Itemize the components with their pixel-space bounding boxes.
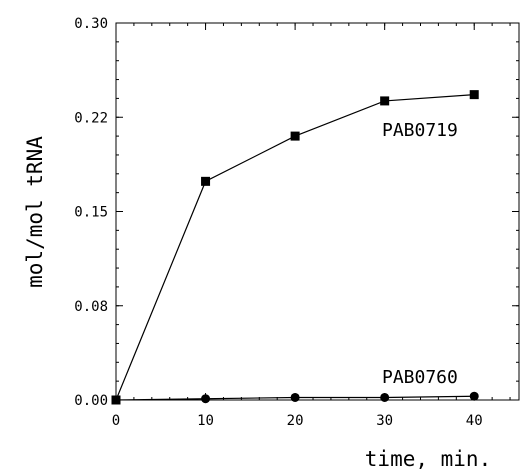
- x-tick-label: 10: [197, 413, 214, 429]
- x-tick-label: 0: [112, 413, 120, 429]
- plot-frame: [115, 22, 520, 401]
- y-tick-labels: 0.00 0.08 0.15 0.22 0.30: [74, 16, 108, 409]
- x-tick-label: 40: [466, 413, 483, 429]
- y-tick-label: 0.15: [74, 205, 108, 221]
- data-point-pab0760: [290, 392, 300, 402]
- minor-ticks: [115, 22, 519, 401]
- y-tick-label: 0.08: [74, 299, 108, 315]
- data-point-pab0760: [469, 391, 479, 401]
- x-tick-labels: 0 10 20 30 40: [112, 413, 483, 429]
- series-layer: [111, 90, 479, 405]
- data-point-pab0760: [201, 394, 211, 404]
- x-tick-label: 20: [287, 413, 304, 429]
- data-point-pab0719: [380, 96, 390, 106]
- y-tick-label: 0.30: [74, 16, 108, 32]
- y-tick-label: 0.00: [74, 393, 108, 409]
- data-point-pab0760: [111, 395, 121, 405]
- data-point-pab0719: [469, 90, 479, 100]
- major-ticks: [115, 22, 519, 401]
- series-label-pab0760: PAB0760: [382, 367, 458, 388]
- data-point-pab0719: [201, 176, 211, 186]
- y-tick-label: 0.22: [74, 110, 108, 126]
- x-tick-label: 30: [376, 413, 393, 429]
- x-axis-title: time, min.: [365, 447, 491, 471]
- data-point-pab0719: [290, 131, 300, 141]
- series-label-pab0719: PAB0719: [382, 120, 458, 141]
- y-axis-title: mol/mol tRNA: [23, 136, 47, 288]
- data-point-pab0760: [380, 392, 390, 402]
